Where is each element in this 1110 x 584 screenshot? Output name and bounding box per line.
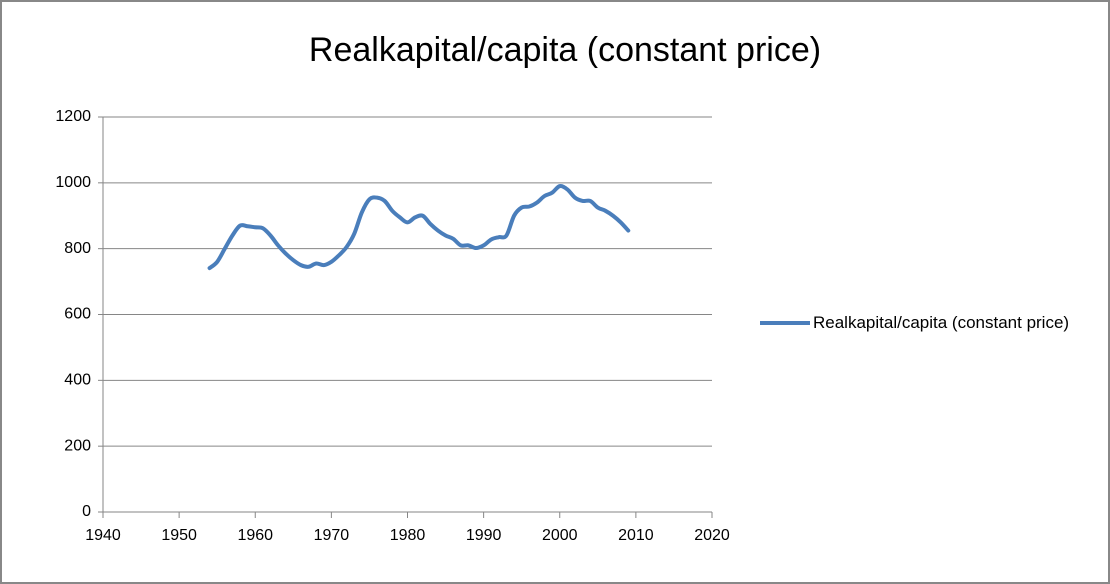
x-tick-label: 1940: [85, 527, 121, 544]
y-tick-label: 600: [64, 306, 91, 323]
x-tick-label: 1960: [237, 527, 273, 544]
data-line: [207, 184, 631, 271]
legend-label: Realkapital/capita (constant price): [813, 313, 1070, 332]
x-tick-label: 2000: [542, 527, 578, 544]
y-tick-label: 200: [64, 437, 91, 454]
x-tick-label: 2020: [694, 527, 730, 544]
x-tick-label: 1970: [314, 527, 350, 544]
y-tick-label: 1200: [55, 108, 91, 125]
x-tick-label: 1980: [390, 527, 426, 544]
y-tick-label: 400: [64, 372, 91, 389]
x-tick-label: 1950: [161, 527, 197, 544]
y-tick-label: 800: [64, 240, 91, 257]
y-tick-label: 1000: [55, 174, 91, 191]
x-tick-label: 1990: [466, 527, 502, 544]
x-tick-label: 2010: [618, 527, 654, 544]
chart-title: Realkapital/capita (constant price): [309, 31, 821, 69]
y-tick-label: 0: [82, 503, 91, 520]
